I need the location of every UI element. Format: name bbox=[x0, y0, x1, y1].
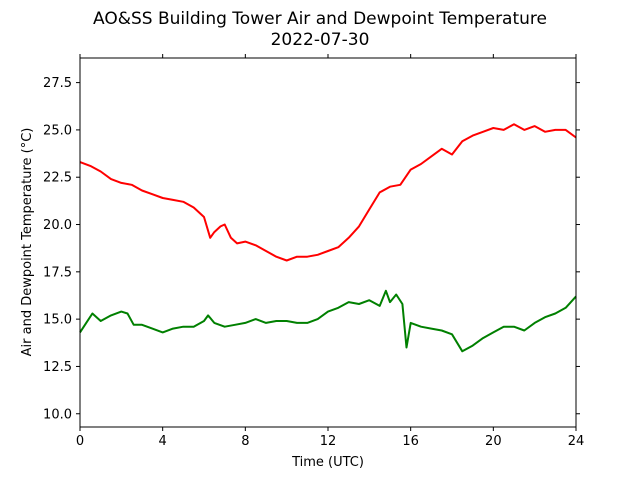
y-tick-label: 12.5 bbox=[43, 360, 72, 375]
x-tick-label: 4 bbox=[159, 434, 167, 449]
chart-subtitle: 2022-07-30 bbox=[271, 30, 370, 50]
x-tick-label: 8 bbox=[241, 434, 249, 449]
y-tick-label: 17.5 bbox=[43, 265, 72, 280]
series-layer bbox=[79, 123, 577, 353]
y-axis-label: Air and Dewpoint Temperature (°C) bbox=[20, 128, 35, 357]
series-line-2 bbox=[79, 289, 577, 353]
chart-title: AO&SS Building Tower Air and Dewpoint Te… bbox=[93, 9, 547, 29]
y-tick-label: 22.5 bbox=[43, 171, 72, 186]
y-tick-label: 10.0 bbox=[43, 407, 72, 422]
x-tick-label: 0 bbox=[76, 434, 84, 449]
x-tick-label: 20 bbox=[485, 434, 502, 449]
y-tick-label: 15.0 bbox=[43, 313, 72, 328]
y-tick-label: 27.5 bbox=[43, 76, 72, 91]
series-line-1 bbox=[79, 123, 577, 262]
y-tick-label: 25.0 bbox=[43, 123, 72, 138]
y-tick-label: 20.0 bbox=[43, 218, 72, 233]
x-tick-label: 16 bbox=[402, 434, 419, 449]
x-axis-label: Time (UTC) bbox=[291, 455, 364, 470]
x-axis: 0 4 8 12 16 20 24 bbox=[76, 54, 584, 449]
x-tick-label: 24 bbox=[568, 434, 585, 449]
x-tick-label: 12 bbox=[320, 434, 337, 449]
plot-frame bbox=[79, 57, 577, 428]
y-axis: 10.0 12.5 15.0 17.5 20.0 22.5 25.0 27.5 bbox=[43, 76, 580, 422]
